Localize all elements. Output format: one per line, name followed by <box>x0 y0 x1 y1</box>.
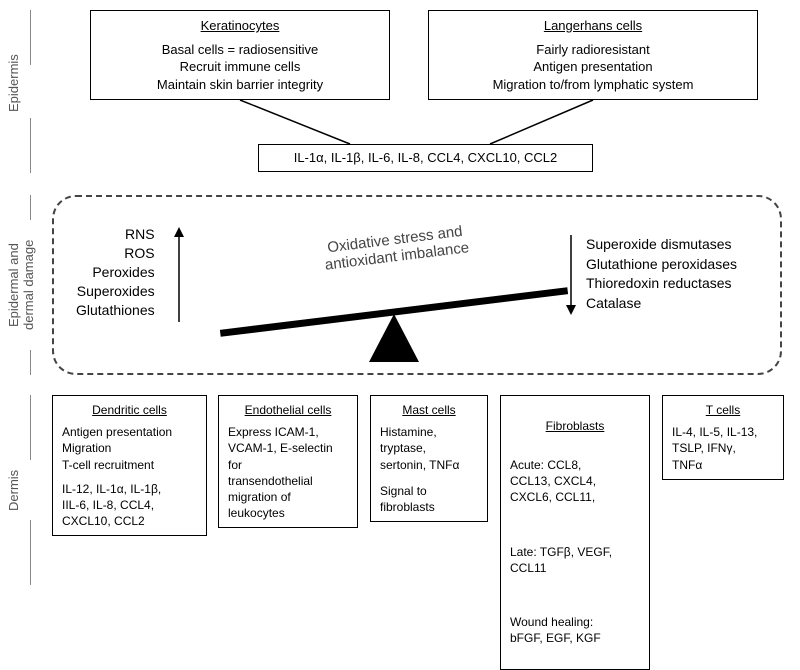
section-label-middle: Epidermal and dermal damage <box>6 220 36 350</box>
title: Langerhans cells <box>439 17 747 35</box>
box-mast: Mast cells Histamine, tryptase, sertonin… <box>370 395 488 522</box>
line: Maintain skin barrier integrity <box>101 76 379 94</box>
fibro-wound: Wound healing: bFGF, EGF, KGF <box>510 614 640 646</box>
line: IL-4, IL-5, IL-13, <box>672 424 774 440</box>
diagram-canvas: Epidermis Epidermal and dermal damage De… <box>0 0 800 592</box>
line: migration of <box>228 489 348 505</box>
antioxidants-list: Superoxide dismutases Glutathione peroxi… <box>586 235 737 313</box>
line: T-cell recruitment <box>62 457 197 473</box>
box-dendritic: Dendritic cells Antigen presentation Mig… <box>52 395 207 536</box>
connector-lines <box>90 98 760 148</box>
box-oxidative-stress: RNS ROS Peroxides Superoxides Glutathion… <box>52 195 782 375</box>
line: CXCL10, CCL2 <box>62 513 197 529</box>
line: VCAM-1, E-selectin <box>228 440 348 456</box>
title: Dendritic cells <box>62 402 197 418</box>
fibro-late: Late: TGFβ, VEGF, CCL11 <box>510 544 640 576</box>
box-fibroblasts: Fibroblasts Acute: CCL8, CCL13, CXCL4, C… <box>500 395 650 670</box>
tick <box>30 195 31 220</box>
line: Histamine, <box>380 424 478 440</box>
box-langerhans: Langerhans cells Fairly radioresistant A… <box>428 10 758 100</box>
box-tcells: T cells IL-4, IL-5, IL-13, TSLP, IFNγ, T… <box>662 395 784 480</box>
item: RNS <box>76 225 155 244</box>
line: Antigen presentation <box>439 58 747 76</box>
title: Mast cells <box>380 402 478 418</box>
line: Signal to <box>380 483 478 499</box>
line: Migration to/from lymphatic system <box>439 76 747 94</box>
title: T cells <box>672 402 774 418</box>
line: IL-12, IL-1α, IL-1β, <box>62 481 197 497</box>
seesaw-icon <box>194 252 594 367</box>
line: for <box>228 457 348 473</box>
title: Keratinocytes <box>101 17 379 35</box>
item: Glutathione peroxidases <box>586 255 737 275</box>
line: Migration <box>62 440 197 456</box>
item: Glutathiones <box>76 301 155 320</box>
item: Superoxide dismutases <box>586 235 737 255</box>
tick <box>30 350 31 375</box>
box-epidermis-cytokines: IL-1α, IL-1β, IL-6, IL-8, CCL4, CXCL10, … <box>258 144 593 172</box>
line: tryptase, <box>380 440 478 456</box>
fibro-acute: Acute: CCL8, CCL13, CXCL4, CXCL6, CCL11, <box>510 457 640 506</box>
tick <box>30 10 31 65</box>
tick <box>30 520 31 585</box>
item: Superoxides <box>76 282 155 301</box>
line: TSLP, IFNγ, <box>672 440 774 456</box>
box-endothelial: Endothelial cells Express ICAM-1, VCAM-1… <box>218 395 358 528</box>
title: Fibroblasts <box>510 418 640 434</box>
up-arrow-icon <box>172 227 186 322</box>
item: ROS <box>76 244 155 263</box>
line: fibroblasts <box>380 499 478 515</box>
line: Antigen presentation <box>62 424 197 440</box>
title: Endothelial cells <box>228 402 348 418</box>
oxidants-list: RNS ROS Peroxides Superoxides Glutathion… <box>76 225 155 319</box>
item: Peroxides <box>76 263 155 282</box>
item: Catalase <box>586 294 737 314</box>
line: sertonin, TNFα <box>380 457 478 473</box>
line: Recruit immune cells <box>101 58 379 76</box>
line: transendothelial <box>228 473 348 489</box>
tick <box>30 395 31 460</box>
section-label-dermis: Dermis <box>6 450 21 530</box>
tick <box>30 118 31 173</box>
line: TNFα <box>672 457 774 473</box>
line: Fairly radioresistant <box>439 41 747 59</box>
cytokines-text: IL-1α, IL-1β, IL-6, IL-8, CCL4, CXCL10, … <box>294 150 558 165</box>
line: Basal cells = radiosensitive <box>101 41 379 59</box>
item: Thioredoxin reductases <box>586 274 737 294</box>
line: IIL-6, IL-8, CCL4, <box>62 497 197 513</box>
section-label-epidermis: Epidermis <box>6 38 21 128</box>
line: Express ICAM-1, <box>228 424 348 440</box>
line: leukocytes <box>228 505 348 521</box>
box-keratinocytes: Keratinocytes Basal cells = radiosensiti… <box>90 10 390 100</box>
